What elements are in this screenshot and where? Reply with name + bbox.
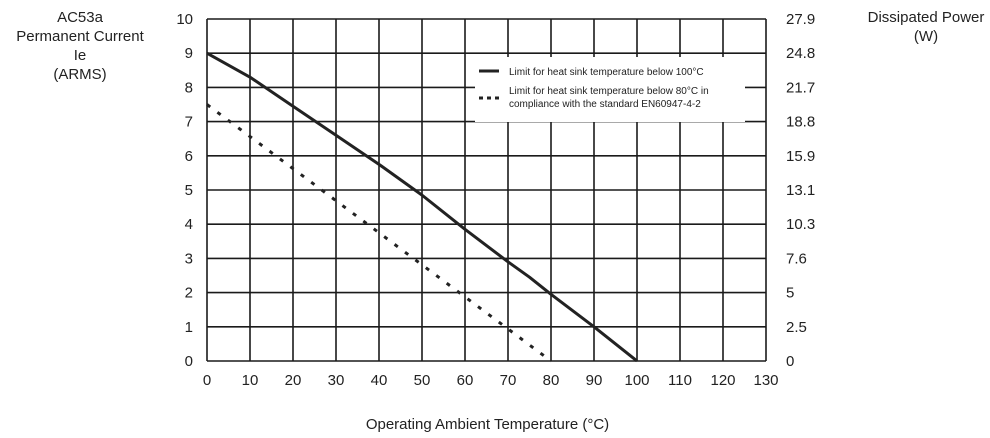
right-y-tick-labels: 0 2.5 5 7.6 10.3 13.1 15.9 18.8 21.7 24.8 27.9 [786,11,815,370]
left-y-tick-label: 3 [185,250,193,267]
x-axis-title: Operating Ambient Temperature (°C) [365,416,610,433]
right-y-axis-title-line: Dissipated Power [867,9,985,26]
left-y-tick-label: 9 [185,45,193,62]
x-tick-label: 10 [242,372,259,389]
left-y-axis-title-line: Ie [73,47,87,64]
left-y-tick-label: 4 [185,216,193,233]
left-y-axis-title-line: Permanent Current [16,28,144,45]
legend: Limit for heat sink temperature below 10… [475,57,745,122]
series-layer [206,51,638,363]
series-line-100c [206,51,638,363]
right-y-tick-label: 5 [786,285,794,302]
legend-label: compliance with the standard EN60947-4-2 [509,99,701,110]
right-y-tick-label: 15.9 [786,148,815,165]
left-y-axis-title-line: AC53a [57,9,103,26]
left-y-tick-label: 0 [185,353,193,370]
x-tick-label: 20 [285,372,302,389]
right-y-tick-label: 0 [786,353,794,370]
right-y-axis-title: Dissipated Power (W) [862,8,990,46]
x-tick-labels: 0 10 20 30 40 50 60 70 80 90 100 110 120 130 [203,372,779,389]
x-tick-label: 40 [371,372,388,389]
right-y-tick-label: 21.7 [786,79,815,96]
right-y-tick-label: 2.5 [786,319,807,336]
x-tick-label: 0 [203,372,211,389]
x-tick-label: 120 [710,372,735,389]
right-y-tick-label: 7.6 [786,250,807,267]
left-y-tick-label: 10 [176,11,193,28]
right-y-tick-label: 18.8 [786,114,815,131]
legend-label: Limit for heat sink temperature below 10… [509,67,704,78]
right-y-tick-label: 24.8 [786,45,815,62]
left-y-tick-label: 5 [185,182,193,199]
right-y-tick-label: 13.1 [786,182,815,199]
left-y-tick-label: 2 [185,285,193,302]
legend-box [475,57,745,122]
legend-label: Limit for heat sink temperature below 80… [509,86,709,97]
x-tick-label: 60 [457,372,474,389]
right-y-axis-title-line: (W) [913,28,939,45]
right-y-tick-label: 27.9 [786,11,815,28]
left-y-tick-label: 6 [185,148,193,165]
x-tick-label: 80 [543,372,560,389]
x-tick-label: 110 [668,372,692,389]
right-y-tick-label: 10.3 [786,216,815,233]
left-y-axis-title: AC53a Permanent Current Ie (ARMS) [0,8,160,84]
x-tick-label: 30 [328,372,345,389]
left-y-tick-label: 1 [185,319,193,336]
left-y-axis-title-line: (ARMS) [53,66,107,83]
left-y-tick-label: 8 [185,79,193,96]
x-tick-label: 130 [753,372,778,389]
x-tick-label: 50 [414,372,431,389]
x-tick-label: 100 [624,372,649,389]
x-tick-label: 90 [586,372,603,389]
left-y-tick-label: 7 [185,114,193,131]
left-y-tick-labels: 0 1 2 3 4 5 6 7 8 9 10 [176,11,193,370]
x-tick-label: 70 [500,372,517,389]
